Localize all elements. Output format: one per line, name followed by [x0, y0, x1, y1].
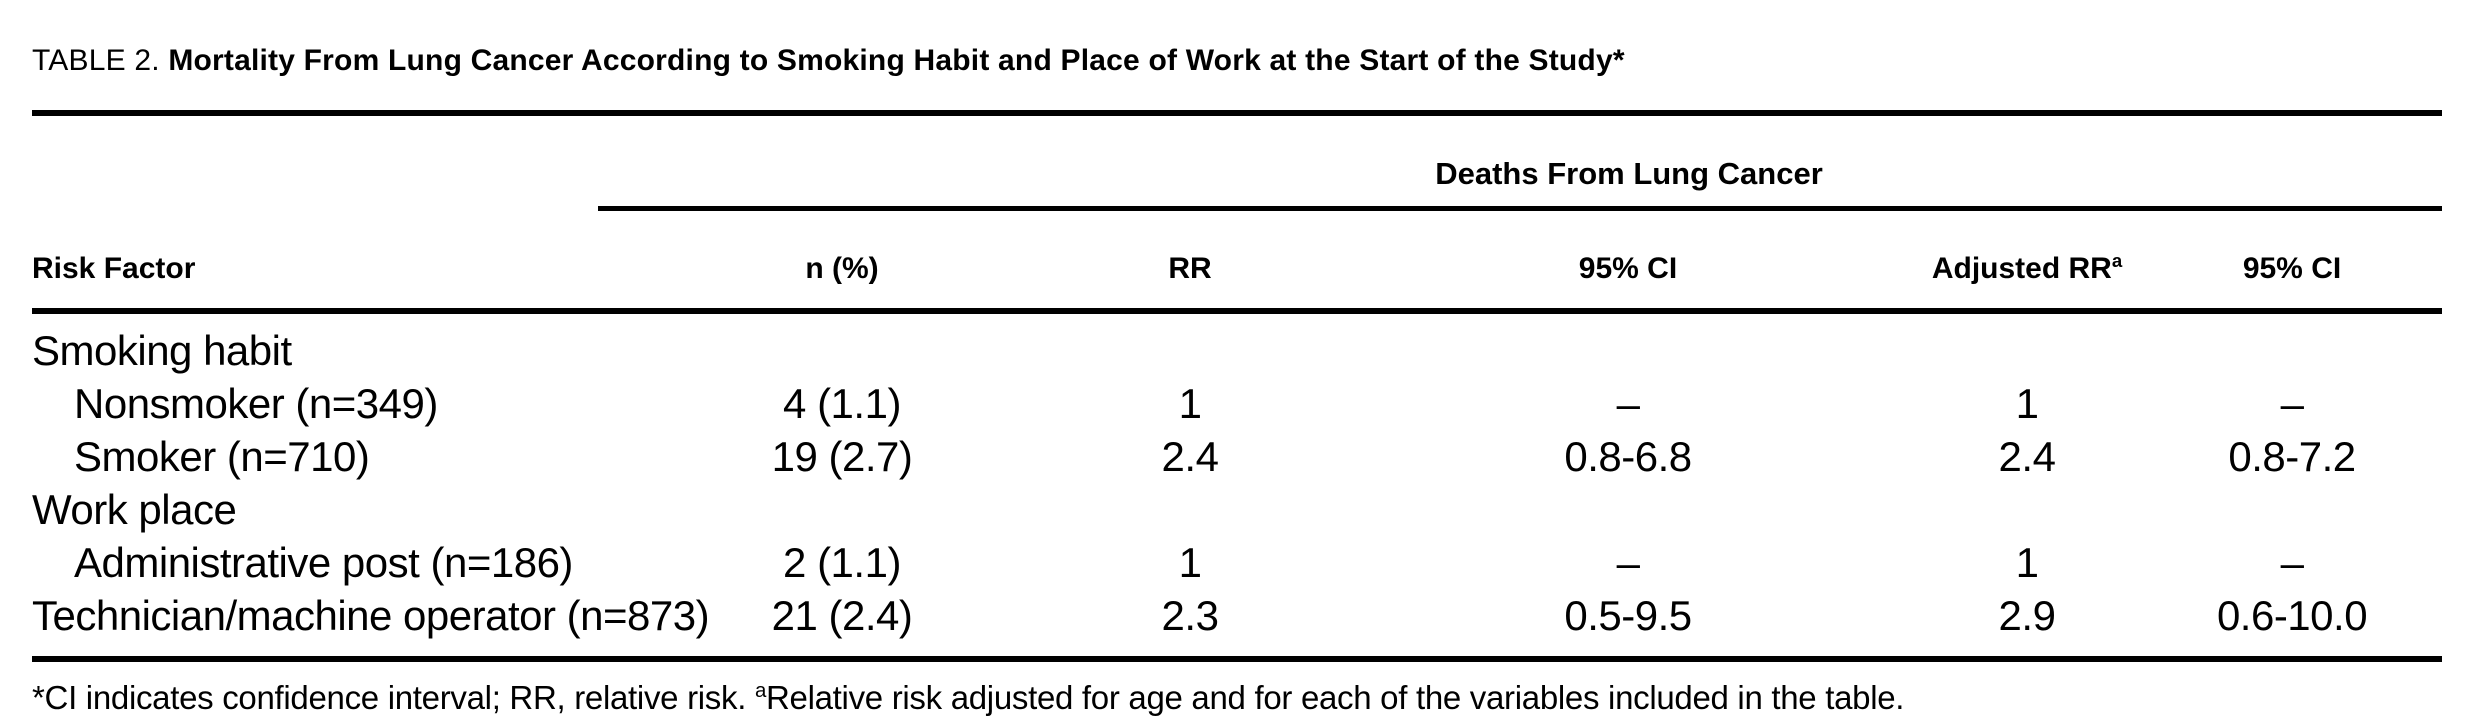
column-header-adjusted-rr: Adjusted RRa: [1912, 208, 2142, 314]
mortality-table: Deaths From Lung Cancer Risk Factor n (%…: [32, 116, 2443, 656]
cell-ci-1: –: [1616, 380, 1640, 427]
column-header-ci-1: 95% CI: [1344, 208, 1912, 314]
footnote-marker-a: a: [754, 679, 767, 702]
row-label: Administrative post (n=186): [74, 539, 573, 586]
cell-rr: 2.4: [1161, 433, 1219, 480]
cell-ci-1: [1344, 311, 1912, 377]
column-header-adjusted-rr-text: Adjusted RR: [1931, 252, 2112, 285]
cell-ci-2: 0.6-10.0: [2216, 592, 2368, 639]
column-header-n-pct: n (%): [598, 208, 1036, 314]
column-header-rr: RR: [1036, 208, 1344, 314]
footnote-marker-a: a: [2111, 250, 2123, 271]
table-row-work-place: Work place: [32, 483, 2442, 536]
cell-n-pct: [598, 483, 1036, 536]
cell-rr: [1036, 483, 1344, 536]
footnote-abbreviations: *CI indicates confidence interval; RR, r…: [32, 679, 755, 716]
cell-adjusted-rr: 1: [2015, 380, 2039, 427]
cell-rr: 1: [1178, 539, 1202, 586]
cell-n-pct: 4 (1.1): [783, 380, 901, 427]
cell-n-pct: [598, 311, 1036, 377]
cell-n-pct: 19 (2.7): [771, 433, 913, 480]
cell-adjusted-rr: [1912, 311, 2142, 377]
cell-ci-1: 0.8-6.8: [1564, 433, 1692, 480]
cell-n-pct: 2 (1.1): [783, 539, 901, 586]
row-label: Technician/machine operator (n=873): [32, 592, 710, 639]
cell-ci-2: [2142, 483, 2442, 536]
table-row-nonsmoker: Nonsmoker (n=349) 4 (1.1) 1 – 1 –: [32, 377, 2442, 430]
cell-ci-2: [2142, 311, 2442, 377]
cell-ci-1: –: [1616, 539, 1640, 586]
cell-adjusted-rr: 2.9: [1998, 592, 2056, 639]
cell-ci-1: [1344, 483, 1912, 536]
cell-ci-1: 0.5-9.5: [1564, 592, 1692, 639]
table-row-smoker: Smoker (n=710) 19 (2.7) 2.4 0.8-6.8 2.4 …: [32, 430, 2442, 483]
table-row-technician-machine-operator: Technician/machine operator (n=873) 21 (…: [32, 589, 2442, 656]
spanner-spacer: [32, 116, 598, 209]
cell-adjusted-rr: 1: [2015, 539, 2039, 586]
cell-ci-2: –: [2280, 380, 2304, 427]
spanner-header: Deaths From Lung Cancer: [598, 116, 2443, 211]
cell-ci-2: –: [2280, 539, 2304, 586]
row-label: Smoker (n=710): [74, 433, 370, 480]
row-label: Nonsmoker (n=349): [74, 380, 438, 427]
table-row-smoking-habit: Smoking habit: [32, 311, 2442, 377]
cell-adjusted-rr: 2.4: [1998, 433, 2056, 480]
column-header-risk-factor: Risk Factor: [32, 208, 598, 314]
cell-ci-2: 0.8-7.2: [2228, 433, 2356, 480]
footnote-adjustment-note: Relative risk adjusted for age and for e…: [766, 679, 1905, 716]
top-rule: [32, 110, 2442, 116]
cell-rr: [1036, 311, 1344, 377]
cell-adjusted-rr: [1912, 483, 2142, 536]
row-label: Work place: [32, 486, 237, 533]
table-number: TABLE 2.: [32, 44, 169, 77]
cell-n-pct: 21 (2.4): [771, 592, 913, 639]
cell-rr: 1: [1178, 380, 1202, 427]
table-footnote: *CI indicates confidence interval; RR, r…: [32, 678, 2442, 718]
bottom-rule: [32, 656, 2442, 662]
table-title: TABLE 2. Mortality From Lung Cancer Acco…: [32, 44, 2442, 78]
cell-rr: 2.3: [1161, 592, 1219, 639]
paper-table-page: TABLE 2. Mortality From Lung Cancer Acco…: [0, 44, 2475, 718]
row-label: Smoking habit: [32, 327, 292, 374]
column-header-row: Risk Factor n (%) RR 95% CI Adjusted RRa…: [32, 208, 2443, 314]
column-header-ci-2: 95% CI: [2142, 208, 2443, 314]
spanner-row: Deaths From Lung Cancer: [32, 116, 2443, 211]
table-title-text: Mortality From Lung Cancer According to …: [168, 44, 1625, 77]
table-row-administrative-post: Administrative post (n=186) 2 (1.1) 1 – …: [32, 536, 2442, 589]
